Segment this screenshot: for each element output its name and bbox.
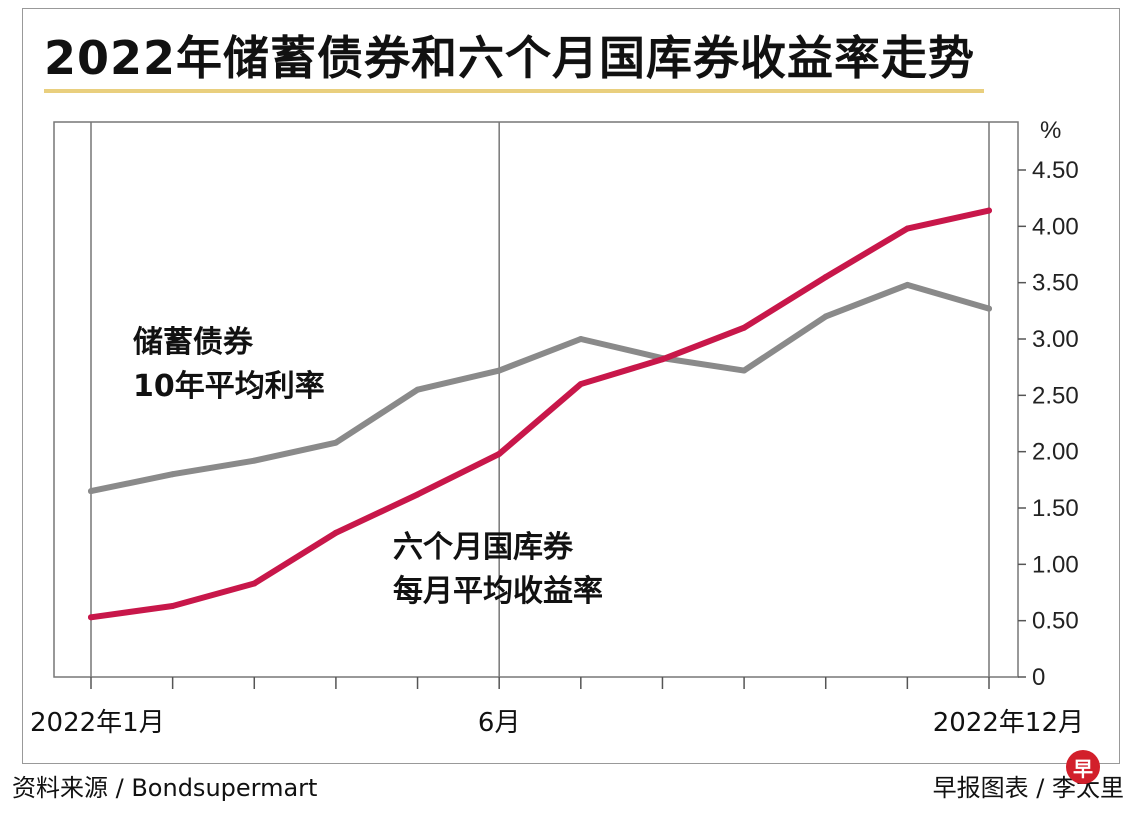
data-point [577,336,584,342]
chart-frame [22,8,1120,764]
data-point [822,313,829,320]
zaobao-logo: 早 [1066,750,1100,784]
chart-title: 2022年储蓄债券和六个月国库券收益率走势 [44,31,976,85]
y-tick-label: 4.50 [1032,157,1079,184]
y-tick-label: 1.00 [1032,551,1079,578]
data-point [577,381,584,388]
y-tick-label: 2.50 [1032,382,1079,409]
title-underline [44,89,984,93]
x-axis-label: 6月 [478,708,521,738]
data-point [332,439,339,446]
x-axis-label: 2022年1月 [30,708,165,738]
y-axis: 0 0.50 1.00 1.50 2.00 2.50 3.00 3.50 4.00 4.50% [1018,117,1079,691]
vertical-gridlines [90,122,990,677]
data-point [169,603,176,610]
series-label-2-line-1: 六个月国库券 [393,530,574,565]
data-point [904,281,911,288]
x-axis-labels: 2022年1月 6月 2022年12月 [30,708,1084,738]
data-point [741,324,748,331]
data-point [496,450,503,457]
data-point [659,356,666,363]
data-point [822,274,829,281]
data-point [332,529,339,536]
series-label-1-line-2: 10年平均利率 [133,369,325,404]
data-point [88,614,94,621]
series-line-2 [88,207,992,621]
data-point [741,367,748,374]
data-point [414,386,421,393]
series-line-1 [88,281,992,495]
series-label-2-line-2: 每月平均收益率 [393,574,603,609]
plot-border [53,121,1019,678]
data-point [904,225,911,232]
data-point [251,457,258,464]
data-point [414,491,421,498]
x-axis-ticks [90,677,990,689]
source-note: 资料来源 / Bondsupermart [12,774,318,802]
y-tick-label: 2.00 [1032,439,1079,466]
y-tick-label: 1.50 [1032,495,1079,522]
y-tick-label: 3.50 [1032,270,1079,297]
data-point [496,367,503,374]
y-tick-label: 4.00 [1032,213,1079,240]
y-tick-label: 0 [1032,664,1045,691]
y-tick-label: 3.00 [1032,326,1079,353]
y-unit-label: % [1040,117,1061,144]
data-point [88,488,94,495]
data-point [251,580,258,587]
series-lines [88,207,992,621]
data-point [986,207,992,214]
series-label-1-line-1: 储蓄债券 [133,325,254,360]
data-point [986,305,992,312]
y-tick-label: 0.50 [1032,608,1079,635]
x-axis-label: 2022年12月 [933,708,1084,738]
data-point [169,471,176,478]
